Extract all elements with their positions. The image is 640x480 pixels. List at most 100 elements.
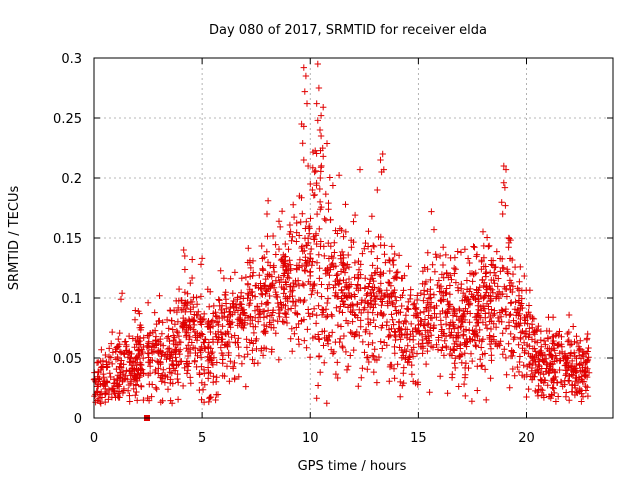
- data-point: [231, 332, 238, 339]
- data-point: [578, 387, 585, 394]
- data-point: [258, 242, 265, 250]
- data-point: [386, 257, 394, 265]
- data-point: [437, 321, 445, 328]
- data-point: [121, 351, 128, 358]
- data-point: [545, 314, 552, 321]
- data-point: [233, 304, 240, 311]
- data-point: [462, 371, 469, 378]
- data-point: [424, 299, 431, 306]
- data-point: [266, 292, 273, 300]
- data-point: [179, 382, 187, 390]
- data-point: [126, 398, 133, 405]
- data-point: [432, 251, 439, 258]
- data-point: [380, 166, 387, 173]
- data-point: [269, 232, 277, 240]
- data-point: [474, 302, 482, 309]
- data-point: [460, 380, 468, 388]
- data-point: [273, 293, 280, 300]
- data-point: [504, 266, 511, 273]
- data-point: [289, 233, 296, 240]
- data-point: [413, 312, 420, 320]
- data-point: [290, 279, 297, 287]
- data-point: [287, 288, 295, 296]
- data-point: [275, 274, 282, 281]
- data-point: [338, 286, 345, 293]
- data-point: [392, 293, 399, 300]
- data-point: [425, 320, 432, 327]
- data-point: [422, 304, 430, 311]
- data-point: [392, 333, 399, 340]
- data-point: [350, 346, 357, 354]
- data-point: [205, 375, 212, 382]
- data-point: [186, 323, 193, 331]
- data-point: [383, 318, 391, 326]
- data-point: [499, 307, 506, 315]
- data-point: [235, 335, 242, 342]
- data-point: [540, 391, 547, 399]
- data-point: [361, 304, 368, 311]
- data-point: [447, 272, 454, 279]
- data-point: [312, 320, 320, 327]
- data-point: [251, 307, 259, 314]
- data-point: [235, 352, 243, 359]
- data-point: [486, 282, 493, 290]
- data-point: [193, 294, 200, 301]
- data-point: [584, 356, 592, 364]
- data-point: [269, 309, 276, 316]
- data-point: [481, 305, 488, 312]
- data-point: [177, 339, 184, 346]
- data-point: [336, 307, 343, 315]
- data-point: [120, 361, 127, 368]
- data-point: [309, 186, 316, 194]
- data-point: [109, 360, 116, 368]
- data-point: [314, 382, 322, 389]
- data-point: [482, 310, 489, 317]
- data-point: [170, 337, 177, 344]
- data-point: [362, 297, 369, 305]
- data-point: [224, 328, 231, 336]
- data-point: [377, 242, 384, 249]
- data-point: [172, 354, 179, 361]
- data-point: [371, 293, 378, 300]
- data-point: [572, 378, 580, 385]
- data-point: [523, 311, 530, 319]
- data-point: [421, 280, 429, 288]
- data-point: [412, 306, 420, 313]
- data-point: [497, 268, 504, 275]
- data-point: [544, 382, 551, 389]
- data-point: [243, 344, 251, 351]
- data-point: [573, 388, 580, 396]
- data-point: [313, 179, 320, 187]
- data-point: [345, 263, 353, 271]
- data-point: [270, 324, 277, 331]
- data-point: [544, 334, 551, 342]
- data-point: [181, 266, 189, 273]
- data-point: [535, 361, 542, 369]
- data-point: [175, 304, 182, 312]
- data-point: [144, 350, 151, 357]
- data-point: [188, 316, 196, 323]
- data-point: [584, 384, 591, 391]
- data-point: [333, 304, 340, 311]
- data-point: [365, 358, 372, 366]
- data-point: [481, 294, 488, 301]
- data-point: [335, 172, 343, 179]
- data-point: [378, 302, 385, 309]
- data-point: [362, 328, 369, 336]
- data-point: [316, 275, 323, 282]
- data-point: [448, 352, 456, 359]
- data-point: [391, 343, 398, 351]
- data-point: [382, 259, 389, 266]
- data-point: [490, 277, 497, 284]
- data-point: [282, 267, 289, 275]
- data-point: [549, 340, 556, 347]
- data-point: [250, 269, 257, 276]
- data-point: [107, 373, 114, 381]
- data-point: [501, 184, 509, 191]
- data-point: [469, 278, 476, 285]
- data-point: [217, 344, 224, 351]
- y-tick-label: 0.3: [61, 52, 82, 67]
- data-point: [264, 197, 272, 204]
- data-point: [508, 279, 515, 287]
